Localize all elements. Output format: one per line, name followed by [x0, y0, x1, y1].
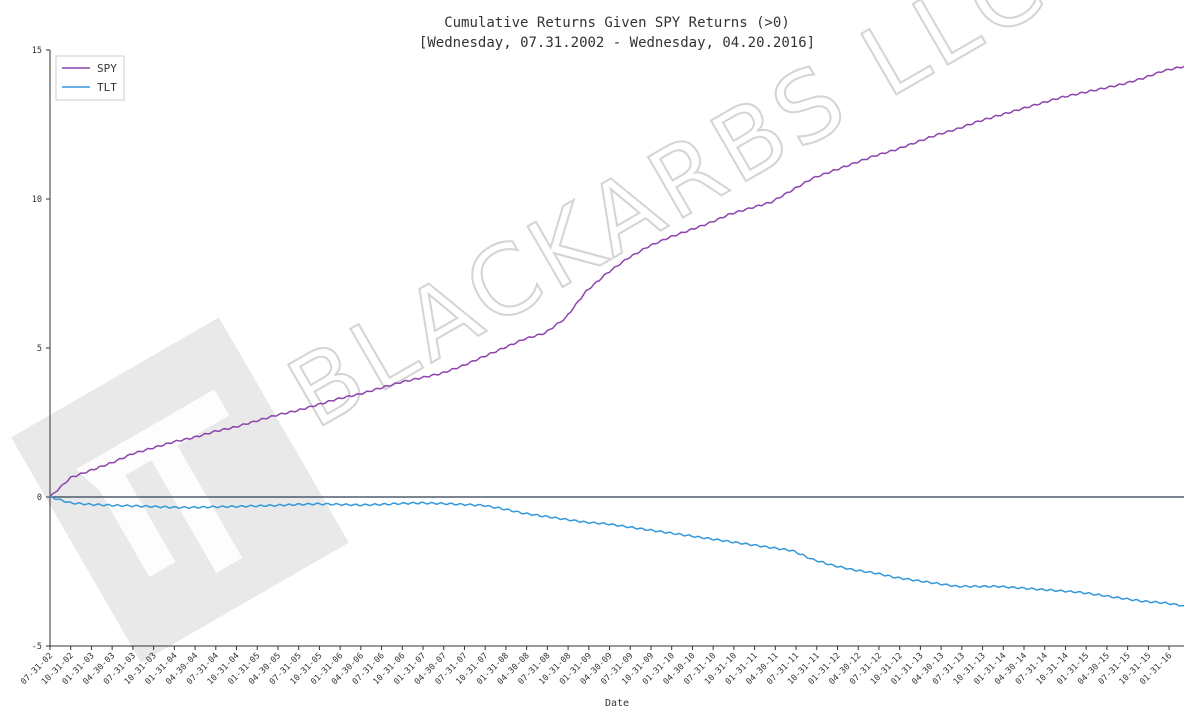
x-ticks: 07-31-0210-31-0201-31-0304-30-0307-31-03… [19, 646, 1174, 687]
y-tick-label: 15 [32, 46, 42, 56]
watermark-text: BLACKARBS LLC [271, 0, 1066, 450]
y-tick-label: 10 [32, 195, 42, 205]
series-line-tlt [49, 495, 1185, 607]
y-ticks: -5 0 5 10 15 [32, 46, 50, 652]
chart-subtitle: [Wednesday, 07.31.2002 - Wednesday, 04.2… [419, 35, 815, 51]
series-line-spy [49, 65, 1185, 498]
y-tick-label: -5 [32, 642, 42, 652]
watermark-logo [11, 317, 349, 663]
y-tick-label: 0 [37, 493, 42, 503]
legend-box [55, 55, 125, 101]
watermark: BLACKARBS LLC [11, 0, 1067, 663]
legend: SPY TLT [55, 55, 125, 101]
chart-title: Cumulative Returns Given SPY Returns (>0… [444, 15, 790, 31]
y-tick-label: 5 [37, 344, 42, 354]
series-lines [49, 65, 1185, 607]
x-axis-label: Date [605, 698, 629, 709]
legend-label-spy: SPY [97, 62, 117, 75]
legend-label-tlt: TLT [97, 81, 117, 94]
